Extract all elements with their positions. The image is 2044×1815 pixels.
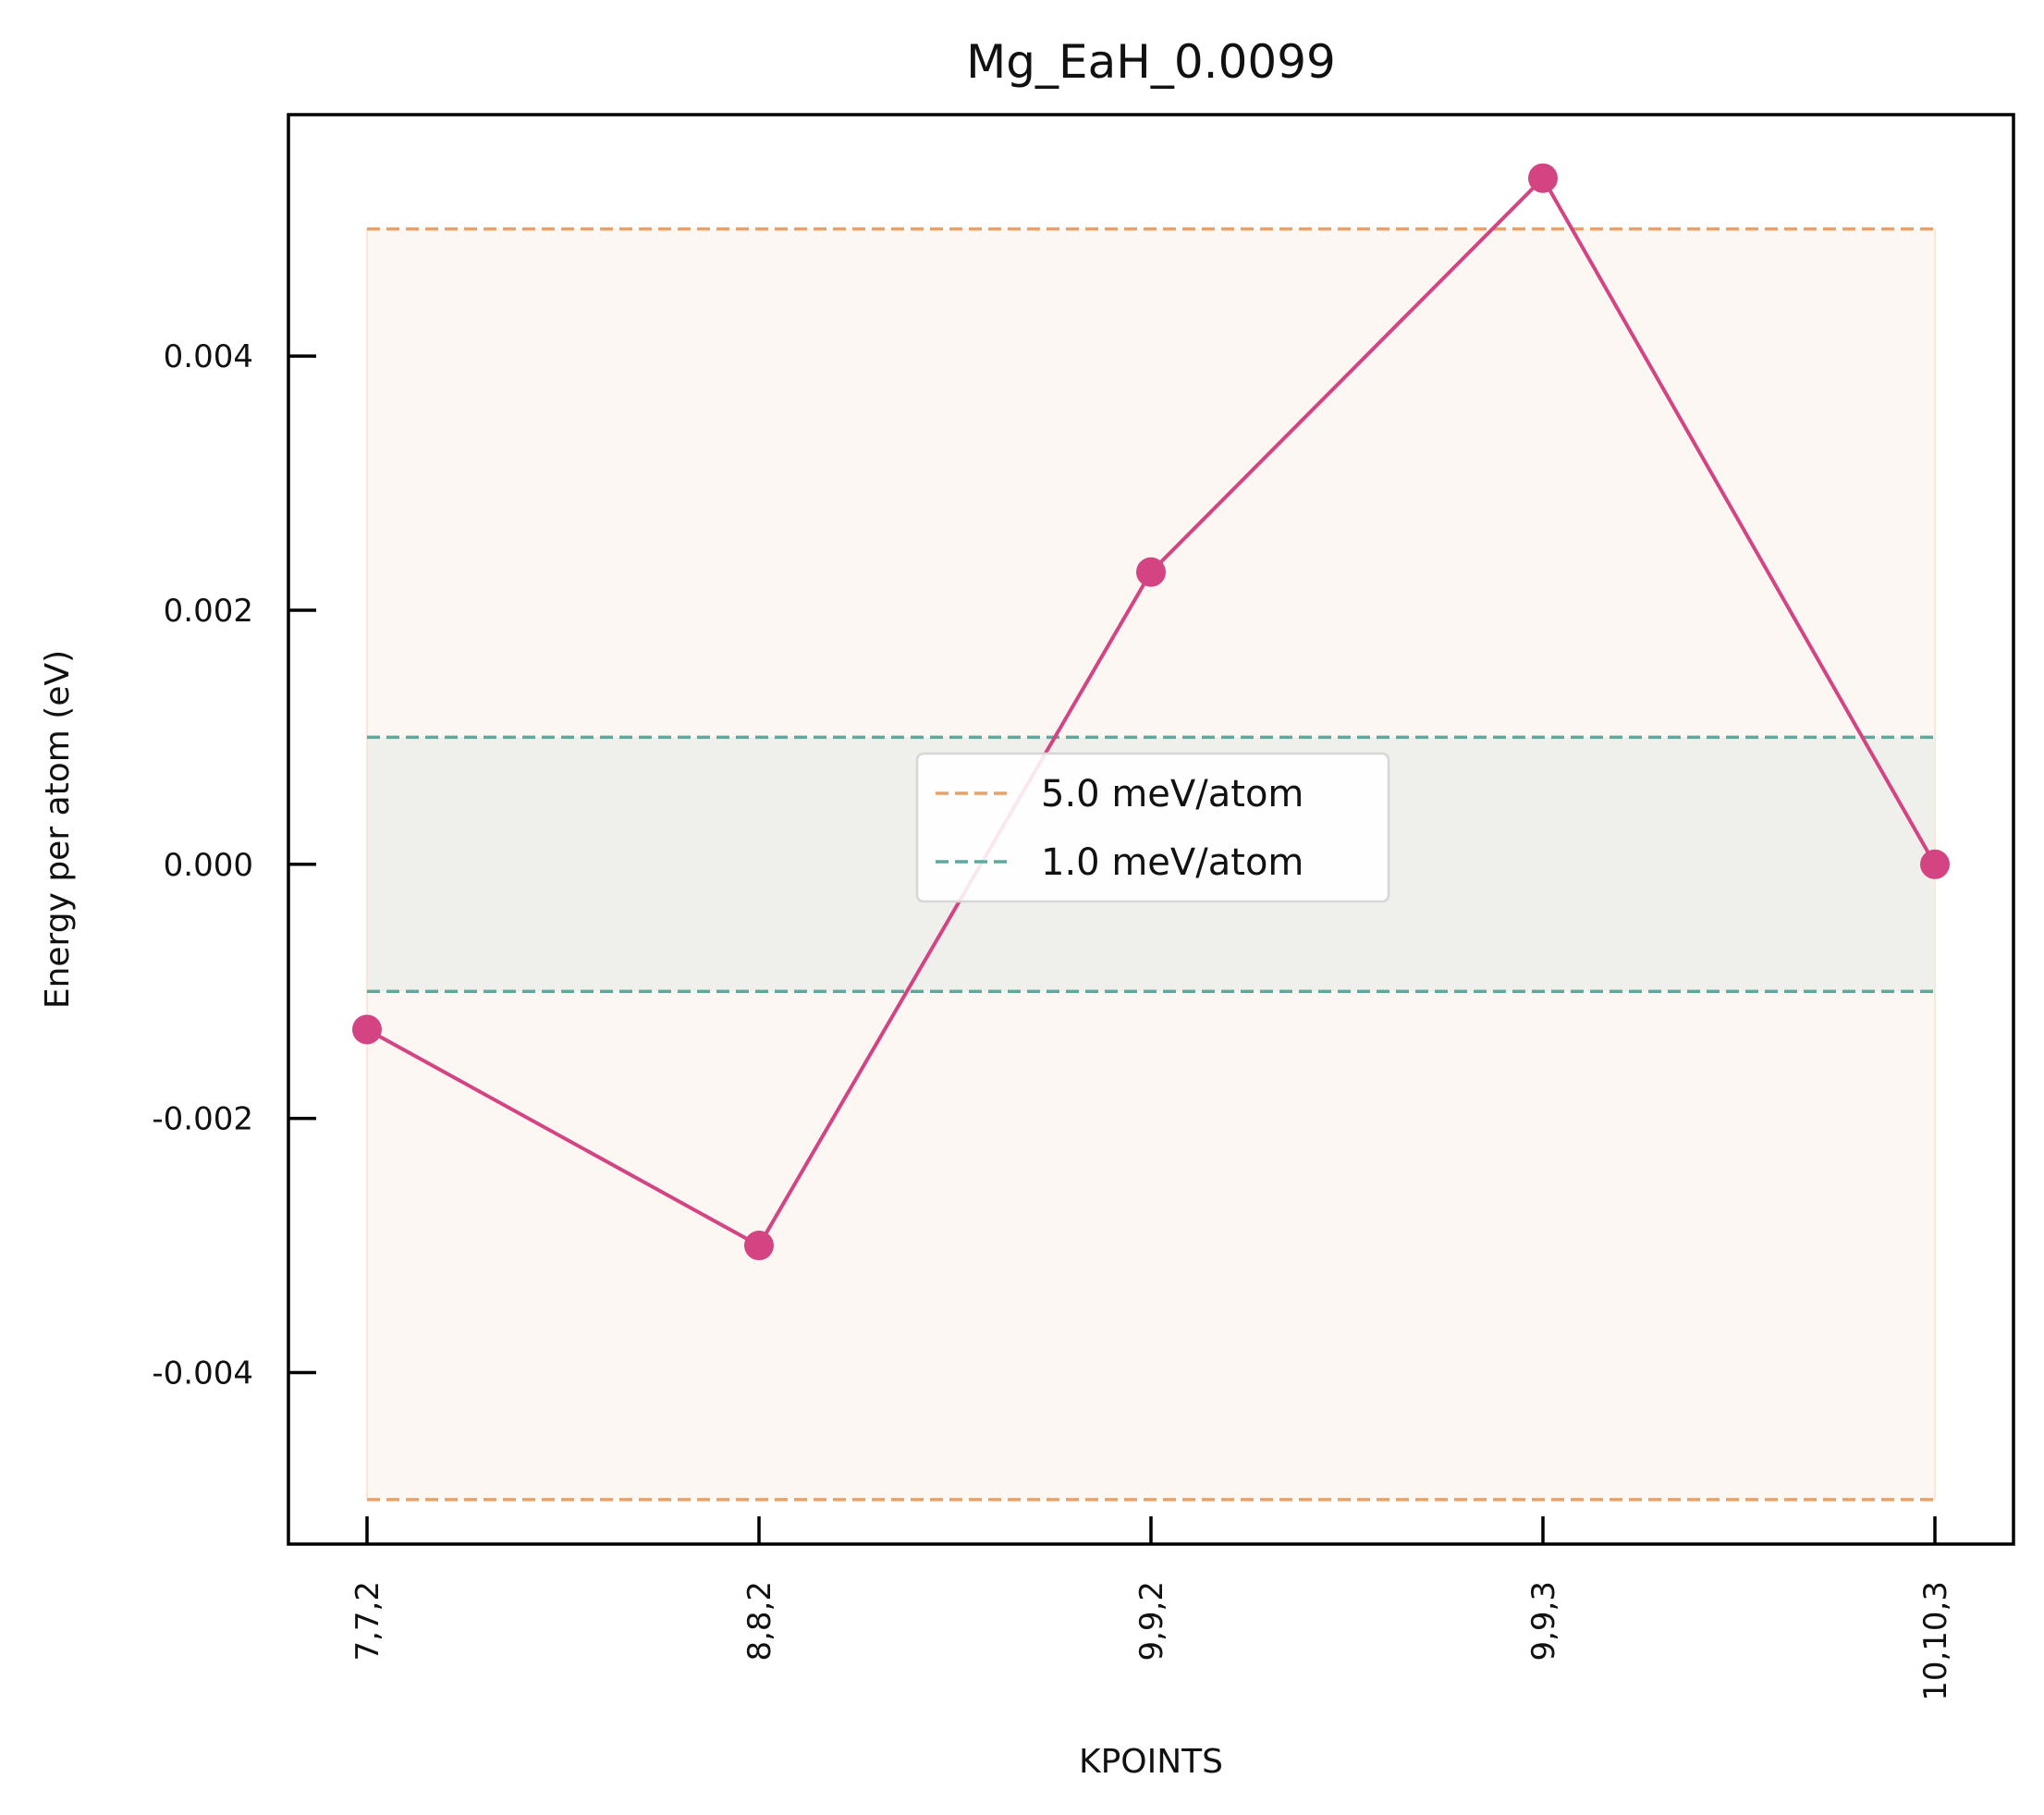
y-axis-ticks: -0.004 -0.002 0.000 0.002 0.004 [152, 338, 316, 1392]
y-tick-label: 0.000 [164, 847, 253, 884]
y-tick-label: -0.004 [152, 1355, 253, 1392]
x-tick-label: 9,9,2 [1133, 1581, 1170, 1662]
y-axis-label: Energy per atom (eV) [39, 650, 77, 1009]
data-point-10,10,3 [1920, 849, 1950, 879]
y-tick-label: -0.002 [152, 1101, 253, 1138]
data-point-9,9,3 [1528, 163, 1558, 193]
x-tick-label: 9,9,3 [1525, 1581, 1562, 1662]
x-tick-label: 8,8,2 [741, 1581, 778, 1662]
x-tick-label: 10,10,3 [1917, 1581, 1954, 1701]
legend-label-5meV: 5.0 meV/atom [1041, 773, 1304, 816]
y-tick-label: 0.004 [164, 338, 253, 375]
y-tick-label: 0.002 [164, 593, 253, 630]
legend: 5.0 meV/atom 1.0 meV/atom [915, 752, 1390, 903]
legend-box [915, 752, 1390, 903]
data-series [352, 163, 1950, 1261]
x-axis-ticks: 7,7,2 8,8,2 9,9,2 9,9,3 10,10,3 [349, 1516, 1954, 1701]
data-point-9,9,2 [1136, 557, 1166, 587]
legend-label-1meV: 1.0 meV/atom [1041, 841, 1304, 884]
x-axis-label: KPOINTS [1079, 1743, 1223, 1781]
data-point-8,8,2 [744, 1231, 774, 1261]
chart-title: Mg_EaH_0.0099 [966, 35, 1336, 89]
x-tick-label: 7,7,2 [349, 1581, 386, 1662]
data-point-7,7,2 [352, 1014, 382, 1045]
